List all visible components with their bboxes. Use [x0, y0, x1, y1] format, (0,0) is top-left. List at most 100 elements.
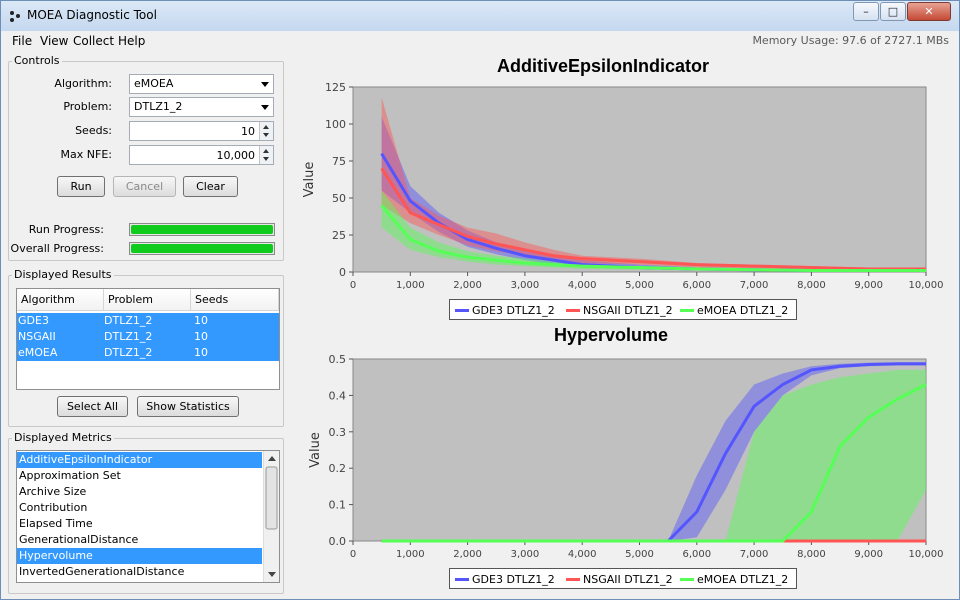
chevron-down-icon: [261, 82, 269, 87]
legend-nsgaii: NSGAII DTLZ1_2: [583, 304, 673, 317]
overall-progress-label: Overall Progress:: [10, 242, 104, 255]
table-row[interactable]: eMOEA DTLZ1_2 10: [17, 345, 279, 361]
overall-progress-fill: [131, 244, 273, 253]
algorithm-value: eMOEA: [134, 77, 174, 90]
seeds-stepper[interactable]: [259, 122, 273, 140]
metric-item[interactable]: Contribution: [19, 501, 88, 514]
x-tick-label: 7,000: [740, 549, 769, 560]
line-emoea: [381, 383, 927, 543]
seeds-spinner[interactable]: 10: [129, 121, 274, 141]
menu-bar: File View Collect Help Memory Usage: 97.…: [1, 31, 959, 51]
legend-emoea: eMOEA DTLZ1_2: [697, 304, 789, 317]
arrow-up-icon[interactable]: [263, 125, 269, 129]
x-tick-label: 10,000: [909, 549, 944, 560]
menu-view[interactable]: View: [40, 34, 69, 48]
x-tick-label: 5,000: [625, 549, 654, 560]
run-button[interactable]: Run: [57, 176, 105, 197]
cell-problem: DTLZ1_2: [104, 330, 153, 343]
maxnfe-stepper[interactable]: [259, 146, 273, 164]
legend-gde3: GDE3 DTLZ1_2: [472, 573, 555, 586]
x-tick-label: 5,000: [625, 280, 654, 291]
legend-swatch-gde3: [455, 309, 469, 312]
maxnfe-spinner[interactable]: 10,000: [129, 145, 274, 165]
problem-label: Problem:: [63, 100, 112, 113]
problem-select[interactable]: DTLZ1_2: [129, 97, 274, 117]
y-tick-label: 0.0: [329, 535, 347, 548]
cell-algorithm: NSGAII: [18, 330, 56, 343]
metric-item[interactable]: Elapsed Time: [19, 517, 93, 530]
menu-file[interactable]: File: [12, 34, 33, 48]
close-button[interactable]: ✕: [907, 2, 951, 21]
show-statistics-button[interactable]: Show Statistics: [137, 396, 239, 417]
metrics-list[interactable]: AdditiveEpsilonIndicator Approximation Se…: [16, 450, 280, 583]
column-header-algorithm[interactable]: Algorithm: [17, 289, 104, 311]
cell-problem: DTLZ1_2: [104, 346, 153, 359]
minimize-button[interactable]: –: [853, 2, 879, 21]
y-axis-label: Value: [308, 432, 323, 468]
metrics-panel: Displayed Metrics AdditiveEpsilonIndicat…: [8, 431, 284, 594]
metric-item[interactable]: Archive Size: [19, 485, 87, 498]
run-progress-label: Run Progress:: [28, 223, 104, 236]
cell-problem: DTLZ1_2: [104, 314, 153, 327]
menu-collect[interactable]: Collect: [73, 34, 115, 48]
scroll-up-icon: [268, 456, 276, 461]
y-axis-label: Value: [302, 162, 317, 198]
line-gde3: [381, 362, 926, 543]
cell-algorithm: GDE3: [18, 314, 49, 327]
line-nsgaii: [380, 167, 926, 271]
maximize-button[interactable]: □: [880, 2, 906, 21]
arrow-up-icon[interactable]: [263, 149, 269, 153]
legend-nsgaii: NSGAII DTLZ1_2: [583, 573, 673, 586]
scrollbar-graphic: [265, 456, 278, 577]
legend-swatch-nsgaii: [566, 309, 580, 312]
controls-title: Controls: [12, 54, 62, 67]
table-row[interactable]: NSGAII DTLZ1_2 10: [17, 329, 279, 345]
y-tick-label: 50: [332, 192, 346, 205]
metrics-scrollbar[interactable]: [263, 451, 279, 582]
overall-progress-bar: [129, 242, 275, 255]
x-tick-label: 3,000: [511, 549, 540, 560]
x-tick-label: 6,000: [682, 280, 711, 291]
run-progress-fill: [131, 225, 273, 234]
legend-swatch-emoea: [680, 578, 694, 581]
clear-button[interactable]: Clear: [183, 176, 238, 197]
x-tick-label: 8,000: [797, 549, 826, 560]
y-tick-label: 0.5: [329, 353, 347, 366]
metric-item[interactable]: Hypervolume: [17, 548, 262, 564]
menu-help[interactable]: Help: [118, 34, 146, 48]
metric-item[interactable]: GenerationalDistance: [19, 533, 139, 546]
x-tick-label: 2,000: [453, 549, 482, 560]
x-tick-label: 4,000: [568, 280, 597, 291]
column-header-seeds[interactable]: Seeds: [191, 289, 279, 311]
legend-swatch-emoea: [680, 309, 694, 312]
select-all-button[interactable]: Select All: [57, 396, 128, 417]
y-tick-label: 125: [325, 81, 346, 94]
x-tick-label: 3,000: [511, 280, 540, 291]
arrow-down-icon[interactable]: [263, 133, 269, 137]
column-header-problem[interactable]: Problem: [104, 289, 191, 311]
title-bar[interactable]: MOEA Diagnostic Tool – □ ✕: [1, 1, 959, 31]
x-tick-label: 0: [350, 280, 356, 291]
metric-item[interactable]: InvertedGenerationalDistance: [19, 565, 185, 578]
y-tick-label: 0: [339, 266, 346, 279]
app-icon: [10, 11, 20, 22]
metric-item[interactable]: Approximation Set: [19, 469, 121, 482]
maxnfe-label: Max NFE:: [60, 148, 112, 161]
cancel-button[interactable]: Cancel: [113, 176, 176, 197]
x-tick-label: 10,000: [909, 280, 944, 291]
band-emoea: [381, 369, 926, 541]
metric-item[interactable]: AdditiveEpsilonIndicator: [17, 452, 262, 468]
cell-seeds: 10: [194, 314, 208, 327]
results-table[interactable]: Algorithm Problem Seeds GDE3 DTLZ1_2 10 NS…: [16, 288, 280, 390]
maxnfe-value: 10,000: [216, 149, 256, 162]
epsilon-chart: 0 25 50 75 100 125 0 1,000 2,000 3,000 4,000 5,000 6…: [302, 81, 944, 291]
algorithm-select[interactable]: eMOEA: [129, 74, 274, 94]
scroll-down-icon: [268, 572, 276, 577]
chart-title-hypervolume: Hypervolume: [554, 325, 669, 345]
algorithm-label: Algorithm:: [54, 77, 112, 90]
hypervolume-legend: GDE3 DTLZ1_2 NSGAII DTLZ1_2 eMOEA DTLZ1_…: [449, 568, 797, 589]
x-tick-label: 9,000: [854, 280, 883, 291]
window-title: MOEA Diagnostic Tool: [27, 8, 157, 22]
arrow-down-icon[interactable]: [263, 157, 269, 161]
table-row[interactable]: GDE3 DTLZ1_2 10: [17, 313, 279, 329]
